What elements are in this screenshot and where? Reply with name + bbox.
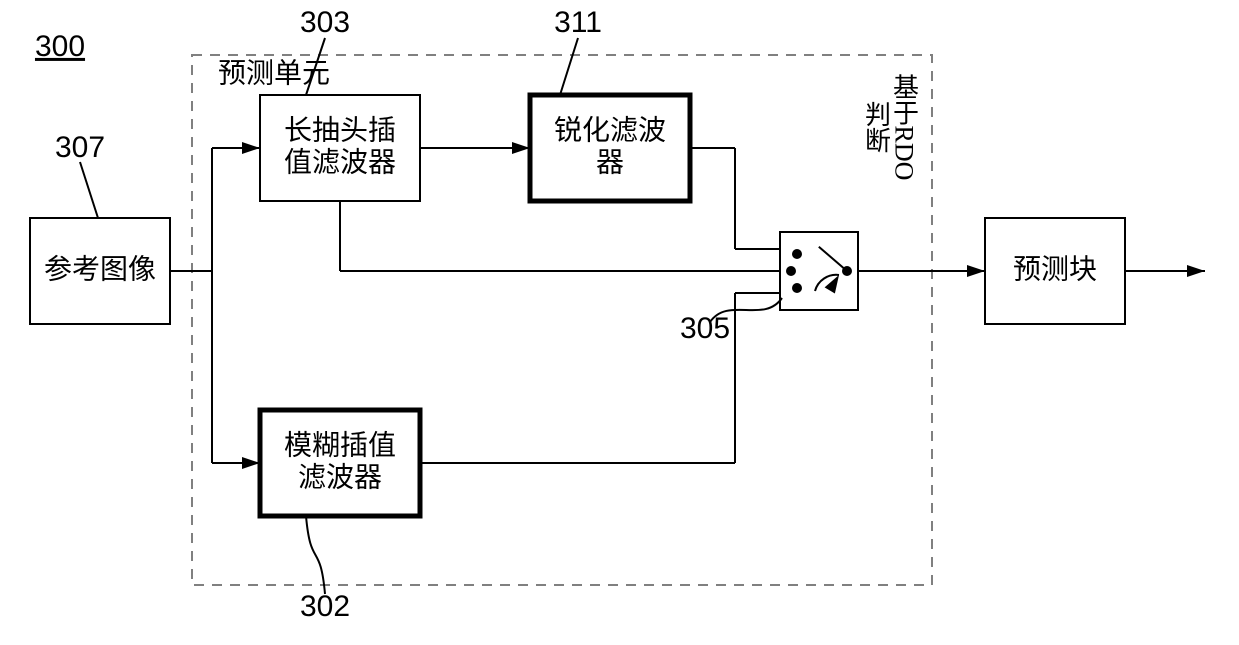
leader-307 — [80, 162, 98, 218]
switch-vertical-label-0: 基于RDO — [890, 73, 919, 180]
long-tap-filter-label-line-1: 值滤波器 — [284, 146, 396, 177]
blur-filter-label-line-1: 滤波器 — [298, 461, 382, 492]
blur-filter-label-line-0: 模糊插值 — [284, 429, 396, 460]
diagram-canvas: 预测单元300参考图像长抽头插值滤波器锐化滤波器模糊插值滤波器预测块基于RDO判… — [0, 0, 1239, 645]
sharpening-filter-label-line-0: 锐化滤波 — [554, 114, 666, 145]
ref-307: 307 — [55, 131, 105, 164]
sharpening-filter-label-line-1: 器 — [596, 146, 624, 177]
switch-vertical-label-1: 判断 — [862, 101, 891, 153]
switch-dot-1 — [786, 266, 796, 276]
switch-dot-2 — [792, 283, 802, 293]
prediction-block-label-line-0: 预测块 — [1013, 253, 1097, 284]
arrowhead — [512, 142, 530, 154]
ref-303: 303 — [300, 6, 350, 39]
arrowhead — [242, 457, 260, 469]
reference-image-label-line-0: 参考图像 — [44, 253, 156, 284]
arrowhead — [1187, 265, 1205, 277]
ref-311: 311 — [554, 6, 602, 39]
arrowhead — [967, 265, 985, 277]
leader-311 — [560, 38, 578, 95]
switch-dot-0 — [792, 249, 802, 259]
arrowhead — [242, 142, 260, 154]
leader-302 — [306, 516, 325, 594]
long-tap-filter-label-line-0: 长抽头插 — [284, 114, 396, 145]
figure-ref-label: 300 — [35, 30, 85, 63]
ref-302: 302 — [300, 590, 350, 623]
ref-305: 305 — [680, 312, 730, 345]
